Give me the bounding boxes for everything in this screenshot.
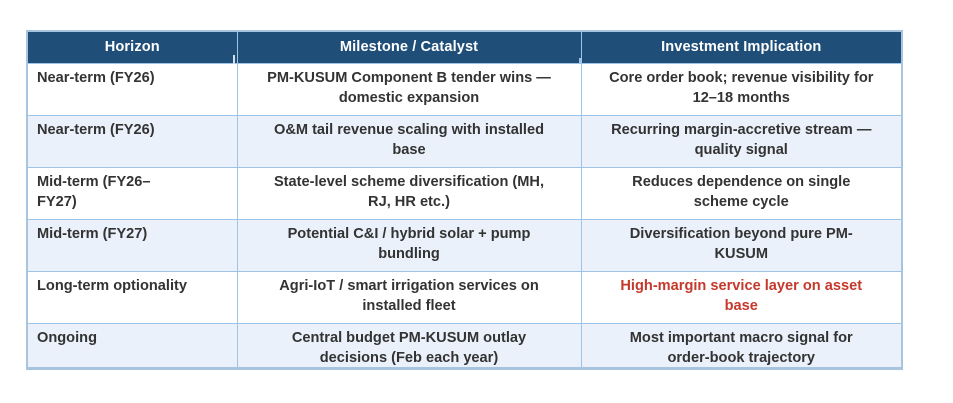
cell-horizon: Long-term optionality	[26, 270, 238, 324]
cell-text: O&M tail revenue scaling with installed …	[273, 121, 545, 158]
cell-horizon: Mid-term (FY26– FY27)	[26, 166, 238, 220]
column-header-implication: Investment Implication	[580, 30, 903, 64]
cell-implication: Reduces dependence on single scheme cycl…	[580, 166, 903, 220]
cell-milestone: State-level scheme diversification (MH, …	[236, 166, 582, 220]
cell-text: Recurring margin-accretive stream — qual…	[611, 121, 872, 158]
header-row: Horizon Milestone / Catalyst Investment …	[26, 30, 903, 64]
cell-milestone: Central budget PM-KUSUM outlay decisions…	[236, 322, 582, 369]
cell-text: Mid-term (FY27)	[37, 225, 148, 242]
cell-horizon: Mid-term (FY27)	[26, 218, 238, 272]
column-header-milestone: Milestone / Catalyst	[236, 30, 582, 64]
cell-milestone: PM-KUSUM Component B tender wins — domes…	[236, 62, 582, 116]
cell-implication: Most important macro signal for order-bo…	[580, 322, 903, 369]
cell-text: PM-KUSUM Component B tender wins — domes…	[267, 69, 551, 106]
cell-text: Near-term (FY26)	[37, 69, 155, 86]
table-row-ongoing-budget: Ongoing Central budget PM-KUSUM outlay d…	[26, 322, 903, 369]
cell-text: Mid-term (FY26– FY27)	[37, 173, 151, 210]
cell-text: Diversification beyond pure PM- KUSUM	[629, 225, 853, 262]
cell-milestone: O&M tail revenue scaling with installed …	[236, 114, 582, 168]
table-row-near-term-om: Near-term (FY26) O&M tail revenue scalin…	[26, 114, 903, 168]
cell-implication: Recurring margin-accretive stream — qual…	[580, 114, 903, 168]
cell-text: Near-term (FY26)	[37, 121, 155, 138]
cell-milestone: Agri-IoT / smart irrigation services on …	[236, 270, 582, 324]
horizon-milestone-table: Horizon Milestone / Catalyst Investment …	[26, 30, 903, 370]
cell-milestone: Potential C&I / hybrid solar + pump bund…	[236, 218, 582, 272]
cell-implication-emphasized: High-margin service layer on asset base	[580, 270, 903, 324]
cell-text: Reduces dependence on single scheme cycl…	[632, 173, 851, 210]
horizon-table-wrap: Horizon Milestone / Catalyst Investment …	[26, 30, 903, 370]
cell-implication: Diversification beyond pure PM- KUSUM	[580, 218, 903, 272]
cell-text: Core order book; revenue visibility for …	[609, 69, 874, 106]
cell-text: Ongoing	[37, 329, 97, 346]
cell-horizon: Near-term (FY26)	[26, 114, 238, 168]
cell-text: Potential C&I / hybrid solar + pump bund…	[287, 225, 531, 262]
table-row-mid-term-bundling: Mid-term (FY27) Potential C&I / hybrid s…	[26, 218, 903, 272]
table-row-near-term-tenders: Near-term (FY26) PM-KUSUM Component B te…	[26, 62, 903, 116]
cell-text: State-level scheme diversification (MH, …	[273, 173, 545, 210]
cell-text: Long-term optionality	[37, 277, 187, 294]
table-row-long-term-optionality: Long-term optionality Agri-IoT / smart i…	[26, 270, 903, 324]
cell-horizon: Ongoing	[26, 322, 238, 369]
cell-text: Agri-IoT / smart irrigation services on …	[279, 277, 539, 314]
cell-text-emphasized: High-margin service layer on asset base	[620, 277, 863, 314]
column-header-horizon: Horizon	[26, 30, 238, 64]
cell-text: Central budget PM-KUSUM outlay decisions…	[291, 329, 527, 366]
cell-text: Most important macro signal for order-bo…	[629, 329, 853, 366]
table-row-mid-term-states: Mid-term (FY26– FY27) State-level scheme…	[26, 166, 903, 220]
cell-horizon: Near-term (FY26)	[26, 62, 238, 116]
cell-implication: Core order book; revenue visibility for …	[580, 62, 903, 116]
